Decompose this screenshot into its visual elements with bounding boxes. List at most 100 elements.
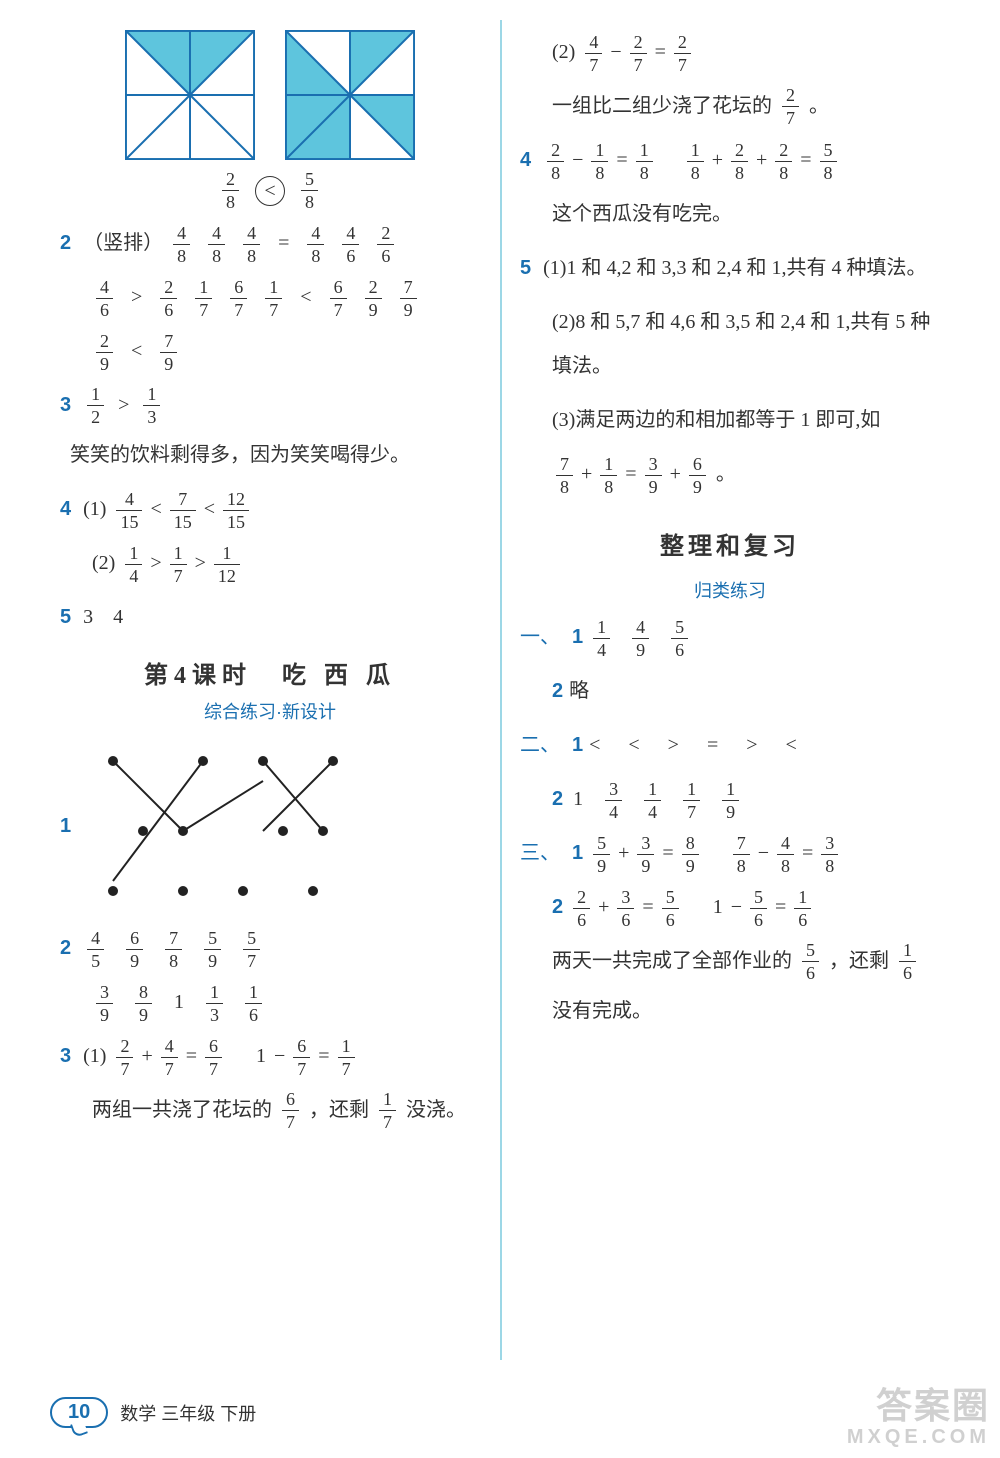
- fraction: 79: [160, 332, 177, 373]
- fraction: 56: [802, 941, 819, 982]
- fraction: 49: [632, 618, 649, 659]
- fraction: 39: [96, 983, 113, 1024]
- s2-row1: 二、 1 < < > = > <: [520, 723, 940, 767]
- operator: +: [670, 463, 681, 485]
- operator: =: [802, 842, 813, 864]
- fraction: 27: [674, 33, 691, 74]
- fraction: 415: [116, 490, 142, 531]
- s3-row2: 2 26+36=56 1−56=16: [520, 885, 940, 929]
- fraction: 57: [243, 929, 260, 970]
- fraction-row: 415<715<1215: [112, 487, 253, 531]
- operator: =: [318, 1045, 329, 1067]
- item-number: 4: [520, 138, 531, 182]
- fraction: 18: [591, 141, 608, 182]
- operator: +: [598, 896, 609, 918]
- sub-title: 归类练习: [520, 577, 940, 603]
- answer-text: ，还剩: [829, 939, 889, 983]
- section-number: 三、: [520, 831, 560, 875]
- operator: +: [581, 463, 592, 485]
- right-column: (2) 47−27=27 一组比二组少浇了花坛的 27 。 4 28−18=18…: [500, 20, 960, 1280]
- fraction: 69: [689, 455, 706, 496]
- operator: <: [150, 498, 161, 520]
- fraction: 47: [585, 33, 602, 74]
- r-q5-eq: 78+18=39+69 。: [520, 452, 940, 496]
- p3-text-line: 两组一共浇了花坛的 67 ，还剩 17 没浇。: [60, 1088, 480, 1132]
- fraction-row: 144956: [589, 615, 706, 659]
- fraction-row: 29<79: [92, 329, 191, 373]
- item-number: 5: [60, 595, 71, 639]
- fraction: 1215: [223, 490, 249, 531]
- s1-row2: 2 略: [520, 669, 940, 713]
- sub-number: 1: [572, 831, 583, 875]
- fraction: 48: [307, 224, 324, 265]
- q4-part2: (2) 14>17>112: [60, 541, 480, 585]
- p1-graph: 1: [60, 736, 480, 916]
- equation: 1−67=17: [252, 1034, 359, 1078]
- section-number: 二、: [520, 723, 560, 767]
- fraction: 58: [301, 170, 318, 211]
- operator: +: [141, 1045, 152, 1067]
- equation: 26+36=56: [569, 885, 683, 929]
- s2-row2: 2 134141719: [520, 777, 940, 821]
- equation: 59+39=89: [589, 831, 703, 875]
- answer-text: 一组比二组少浇了花坛的: [552, 84, 772, 128]
- operator: −: [572, 149, 583, 171]
- s3-row1: 三、 1 59+39=89 78−48=38: [520, 831, 940, 875]
- answer-text: 没浇。: [406, 1088, 466, 1132]
- fraction: 48: [208, 224, 225, 265]
- watermark-line2: MXQE.COM: [847, 1426, 990, 1448]
- fraction: 27: [782, 86, 799, 127]
- answer-text: 略: [569, 669, 589, 713]
- fraction-row: 398911316: [92, 980, 280, 1024]
- text-token: 1: [713, 896, 723, 918]
- operator: >: [195, 552, 206, 574]
- compare-line-1: 28 < 58: [60, 170, 480, 211]
- text-token: 1: [174, 991, 184, 1013]
- fraction: 17: [379, 1090, 396, 1131]
- equation: 47−27=27: [581, 30, 695, 74]
- q4-part1: 4 (1) 415<715<1215: [60, 487, 480, 531]
- p3b-eq: (2) 47−27=27: [520, 30, 940, 74]
- answer-text: (2)8 和 5,7 和 4,6 和 3,5 和 2,4 和 1,共有 5 种填…: [552, 300, 940, 388]
- fraction: 47: [161, 1037, 178, 1078]
- fraction: 58: [820, 141, 837, 182]
- fraction: 67: [293, 1037, 310, 1078]
- circle-operator: <: [255, 176, 285, 206]
- fraction: 67: [330, 278, 347, 319]
- fraction: 59: [593, 834, 610, 875]
- fraction: 13: [206, 983, 223, 1024]
- match-graph: [83, 736, 363, 916]
- answer-text: ，还剩: [309, 1088, 369, 1132]
- item-number: 3: [60, 1034, 71, 1078]
- item-number: 2: [60, 221, 71, 265]
- section-number: 一、: [520, 615, 560, 659]
- fraction: 28: [547, 141, 564, 182]
- answer-text: 笑笑的饮料剩得多，因为笑笑喝得少。: [70, 433, 410, 477]
- q2-row2: 46>26176717<672979: [60, 275, 480, 319]
- answer-text: 。: [716, 452, 736, 496]
- r-q4-text: 这个西瓜没有吃完。: [520, 192, 940, 236]
- operator: =: [662, 842, 673, 864]
- fraction: 69: [126, 929, 143, 970]
- part-prefix: (1): [83, 1034, 106, 1078]
- equation: 78+18=39+69: [552, 452, 710, 496]
- square-1: [125, 30, 255, 160]
- fraction: 18: [600, 455, 617, 496]
- fraction: 26: [573, 888, 590, 929]
- fraction: 78: [733, 834, 750, 875]
- fraction: 79: [400, 278, 417, 319]
- operator: −: [610, 41, 621, 63]
- sub-number: 2: [552, 777, 563, 821]
- part-prefix: (2): [552, 30, 575, 74]
- operator: =: [616, 149, 627, 171]
- operator: −: [274, 1045, 285, 1067]
- operator: −: [758, 842, 769, 864]
- text-token: 1: [573, 788, 583, 810]
- fraction: 16: [899, 941, 916, 982]
- equation: 27+47=67: [112, 1034, 226, 1078]
- fraction: 14: [125, 544, 142, 585]
- fraction: 16: [794, 888, 811, 929]
- fraction: 78: [556, 455, 573, 496]
- p2-row1: 2 4569785957: [60, 926, 480, 970]
- square-2: [285, 30, 415, 160]
